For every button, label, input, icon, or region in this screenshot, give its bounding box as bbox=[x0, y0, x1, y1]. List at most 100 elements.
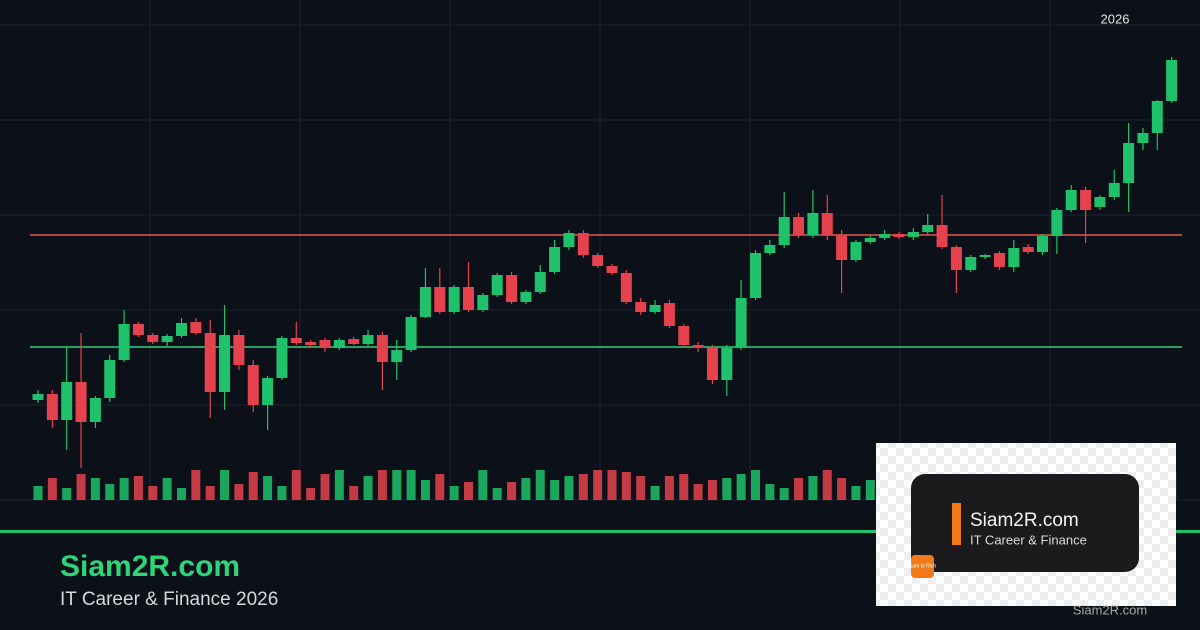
volume-bar bbox=[794, 478, 804, 500]
candle-body bbox=[419, 287, 431, 317]
volume-bar bbox=[693, 484, 703, 500]
candle-body bbox=[1037, 236, 1048, 252]
candle-body bbox=[706, 348, 718, 380]
candle-body bbox=[305, 342, 317, 345]
candle-body bbox=[491, 275, 503, 295]
candle-body bbox=[233, 335, 245, 365]
candle-body bbox=[592, 255, 604, 266]
volume-bar bbox=[277, 486, 287, 500]
candle-body bbox=[764, 245, 776, 253]
candle-body bbox=[692, 345, 704, 348]
volume-bar bbox=[779, 488, 789, 500]
candle-body bbox=[506, 275, 518, 302]
volume-bar bbox=[736, 474, 746, 500]
candle-body bbox=[807, 213, 819, 235]
candle-body bbox=[262, 378, 274, 405]
candle-body bbox=[1008, 248, 1020, 267]
candle-body bbox=[147, 335, 159, 342]
volume-bar bbox=[578, 474, 588, 500]
volume-bar bbox=[564, 476, 574, 500]
candle-body bbox=[993, 253, 1005, 267]
volume-bar bbox=[406, 470, 416, 500]
volume-bar bbox=[377, 470, 387, 500]
candle-body bbox=[75, 382, 87, 422]
volume-bar bbox=[650, 486, 660, 500]
candle-body bbox=[362, 335, 374, 344]
volume-bar bbox=[636, 476, 646, 500]
volume-bar bbox=[349, 486, 359, 500]
badge-title: Siam2R.com bbox=[970, 510, 1079, 531]
volume-bar bbox=[751, 470, 760, 500]
volume-bar bbox=[478, 470, 488, 500]
volume-bar bbox=[435, 474, 445, 500]
volume-bar bbox=[177, 488, 186, 500]
candle-body bbox=[606, 266, 618, 273]
candle-body bbox=[721, 348, 733, 380]
volume-bar bbox=[851, 486, 861, 500]
candle-body bbox=[376, 335, 388, 362]
volume-bar bbox=[607, 470, 617, 500]
volume-bar bbox=[62, 488, 72, 500]
candle-body bbox=[750, 253, 761, 298]
volume-bar bbox=[664, 476, 674, 500]
candle-body bbox=[190, 322, 202, 333]
candle-body bbox=[89, 398, 101, 422]
candle-body bbox=[735, 298, 747, 348]
candle-body bbox=[276, 338, 288, 378]
divider bbox=[0, 530, 1200, 533]
candle-body bbox=[405, 317, 417, 350]
candle-body bbox=[463, 287, 474, 310]
volume-bar bbox=[47, 478, 57, 500]
candle-body bbox=[649, 305, 661, 312]
candle-body bbox=[793, 217, 805, 235]
volume-bar bbox=[334, 470, 344, 500]
candle-body bbox=[1051, 210, 1063, 236]
candle-body bbox=[61, 382, 73, 420]
candle-body bbox=[333, 340, 345, 348]
volume-bar bbox=[449, 486, 459, 500]
candle-body bbox=[161, 336, 173, 342]
year-label: 2026 bbox=[1101, 11, 1130, 26]
volume-bar bbox=[162, 478, 172, 500]
volume-bar bbox=[507, 482, 517, 500]
volume-bar bbox=[593, 470, 603, 500]
candle-body bbox=[879, 234, 891, 238]
candle-body bbox=[132, 324, 144, 335]
volume-bar bbox=[679, 474, 689, 500]
badge-icon-text: Siam to Rich bbox=[908, 563, 937, 569]
candle-body bbox=[1166, 60, 1178, 101]
candle-body bbox=[965, 257, 977, 270]
candle-body bbox=[663, 303, 675, 326]
volume-bar bbox=[248, 472, 258, 500]
candle-body bbox=[864, 238, 876, 242]
volume-bar bbox=[765, 484, 775, 500]
volume-bar bbox=[808, 476, 818, 500]
candle-body bbox=[319, 340, 331, 348]
candle-body bbox=[448, 287, 460, 312]
candle-body bbox=[290, 338, 302, 343]
candle-body bbox=[1123, 143, 1135, 183]
footer-title: Siam2R.com bbox=[60, 550, 240, 583]
footer-subtitle: IT Career & Finance 2026 bbox=[60, 589, 278, 610]
candle-body bbox=[778, 217, 790, 245]
candle-body bbox=[1151, 101, 1163, 133]
volume-bar bbox=[535, 470, 545, 500]
volume-bar bbox=[822, 470, 832, 500]
volume-bar bbox=[722, 478, 732, 500]
volume-bar bbox=[363, 476, 373, 500]
volume-bar bbox=[33, 486, 43, 500]
volume-bar bbox=[306, 488, 316, 500]
volume-bar bbox=[707, 480, 717, 500]
candle-body bbox=[434, 287, 446, 312]
candle-body bbox=[104, 360, 116, 398]
candle-body bbox=[678, 326, 690, 345]
volume-bar bbox=[392, 470, 402, 500]
volume-bar bbox=[220, 470, 230, 500]
volume-bar bbox=[191, 470, 201, 500]
candle-body bbox=[1080, 190, 1092, 210]
candle-body bbox=[204, 333, 216, 392]
volume-bar bbox=[464, 482, 473, 500]
volume-bar bbox=[90, 478, 100, 500]
candle-body bbox=[979, 255, 991, 257]
